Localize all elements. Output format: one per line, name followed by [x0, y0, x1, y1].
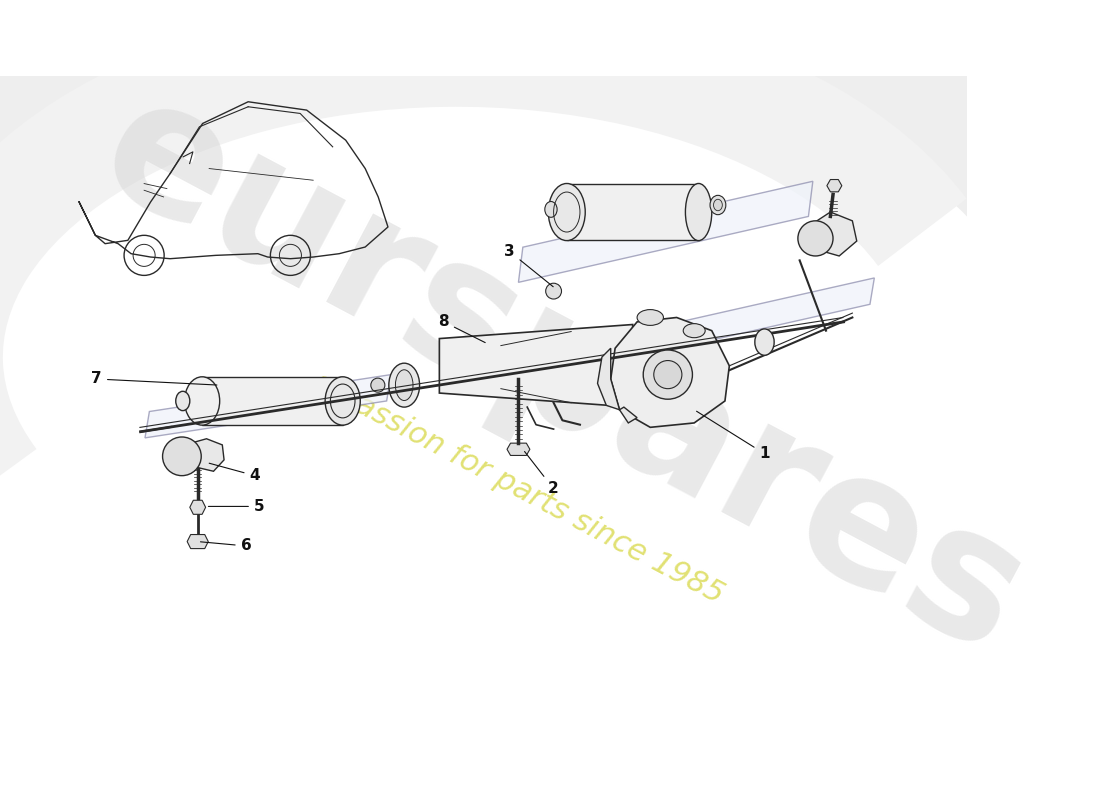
Polygon shape [202, 378, 343, 425]
Ellipse shape [685, 183, 712, 241]
Polygon shape [827, 179, 842, 192]
Ellipse shape [548, 183, 585, 241]
Text: 3: 3 [505, 244, 553, 286]
Ellipse shape [185, 377, 220, 425]
Text: a passion for parts since 1985: a passion for parts since 1985 [308, 368, 729, 610]
Text: eurspares: eurspares [72, 58, 1053, 691]
Ellipse shape [388, 363, 419, 407]
Ellipse shape [395, 370, 412, 401]
Circle shape [798, 221, 833, 256]
Ellipse shape [637, 310, 663, 326]
Polygon shape [619, 407, 637, 423]
Text: 5: 5 [208, 499, 264, 514]
Polygon shape [190, 500, 206, 514]
Ellipse shape [176, 391, 190, 410]
Ellipse shape [544, 202, 557, 218]
Ellipse shape [755, 329, 774, 355]
Text: 4: 4 [209, 463, 260, 483]
Circle shape [546, 283, 561, 299]
Polygon shape [145, 374, 390, 438]
Polygon shape [518, 182, 813, 282]
Ellipse shape [326, 377, 361, 425]
Ellipse shape [683, 324, 705, 338]
Circle shape [163, 437, 201, 476]
Polygon shape [173, 438, 224, 471]
Polygon shape [610, 318, 729, 427]
Polygon shape [808, 212, 857, 256]
Polygon shape [187, 534, 208, 549]
Circle shape [653, 361, 682, 389]
Polygon shape [439, 325, 632, 407]
Ellipse shape [714, 199, 723, 210]
Text: 2: 2 [525, 451, 559, 496]
Polygon shape [597, 348, 619, 410]
Text: 8: 8 [439, 314, 485, 342]
Polygon shape [597, 278, 874, 366]
Circle shape [644, 350, 692, 399]
Circle shape [371, 378, 385, 392]
Text: 7: 7 [91, 371, 217, 386]
Polygon shape [566, 184, 698, 240]
Polygon shape [507, 443, 530, 455]
Text: 6: 6 [200, 538, 252, 554]
Ellipse shape [710, 195, 726, 214]
Text: 1: 1 [696, 411, 770, 461]
